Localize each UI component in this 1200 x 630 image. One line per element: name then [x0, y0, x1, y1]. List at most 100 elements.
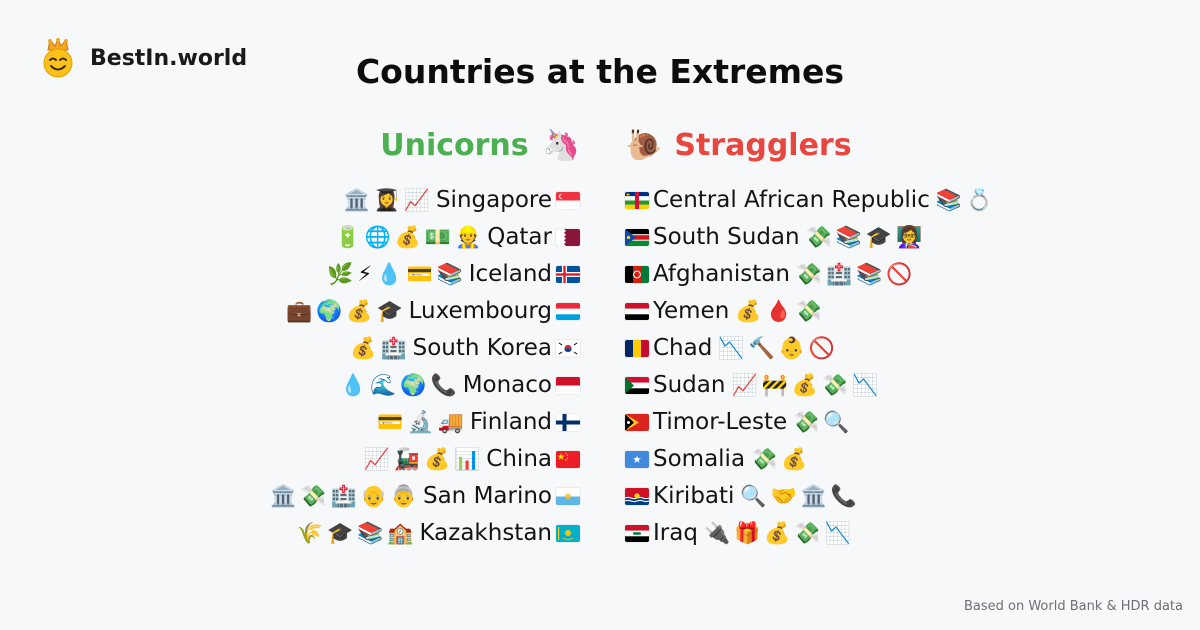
- country-row[interactable]: 💧 🌊 🌍 📞 Monaco: [40, 367, 580, 404]
- country-row[interactable]: 🏛️ 👩‍🎓 📈 Singapore: [40, 182, 580, 219]
- country-name[interactable]: Sudan: [653, 372, 726, 398]
- country-row[interactable]: 🌾 🎓 📚 🏫 Kazakhstan: [40, 515, 580, 552]
- indicator-emoji-icon: 🎓: [327, 521, 354, 545]
- indicator-emoji-icon: 💰: [764, 521, 791, 545]
- indicator-emoji-icon: 💸: [794, 521, 821, 545]
- country-name[interactable]: Afghanistan: [653, 261, 790, 287]
- unicorns-heading: Unicorns 🦄: [40, 124, 580, 168]
- country-name[interactable]: Iceland: [468, 261, 552, 287]
- sd-flag-icon: [625, 377, 649, 394]
- country-row[interactable]: Afghanistan 💸 🏥 📚 🚫: [625, 256, 1165, 293]
- country-name[interactable]: Luxembourg: [408, 298, 552, 324]
- country-row[interactable]: Sudan 📈 🚧 💰 💸 📉: [625, 367, 1165, 404]
- country-name[interactable]: San Marino: [422, 483, 552, 509]
- ki-flag-icon: [625, 488, 649, 505]
- unicorns-heading-label: Unicorns: [380, 128, 529, 163]
- country-row[interactable]: 💳 🔬 🚚 Finland: [40, 404, 580, 441]
- country-name[interactable]: Chad: [653, 335, 713, 361]
- indicator-emoji-icon: 💰: [791, 373, 818, 397]
- indicator-emoji-icon: 📚: [835, 225, 862, 249]
- indicator-emoji-icon: 🩸: [765, 299, 792, 323]
- snail-icon: 🐌: [625, 128, 663, 163]
- country-row[interactable]: 🌿 ⚡ 💧 💳 📚 Iceland: [40, 256, 580, 293]
- indicator-emoji-icon: 🚫: [808, 336, 835, 360]
- page-title: Countries at the Extremes: [355, 52, 845, 91]
- country-row[interactable]: 🔋 🌐 💰 💵 👷 Qatar: [40, 219, 580, 256]
- indicator-emoji-icon: 💸: [821, 373, 849, 397]
- country-name[interactable]: Monaco: [462, 372, 552, 398]
- indicator-emoji-icon: 🌊: [370, 373, 397, 397]
- cf-flag-icon: [625, 192, 649, 209]
- indicator-emoji-icon: 🎓: [865, 225, 893, 249]
- qa-flag-icon: [556, 229, 580, 246]
- country-name[interactable]: South Korea: [412, 335, 552, 361]
- country-row[interactable]: Somalia 💸 💰: [625, 441, 1165, 478]
- indicator-emoji-icon: 📚: [436, 262, 463, 286]
- stragglers-list: Central African Republic 📚 💍 South Sudan 💸 📚 🎓…: [625, 182, 1165, 552]
- brand-name[interactable]: BestIn.world: [90, 45, 248, 71]
- indicator-emoji-icon: 📊: [454, 447, 481, 471]
- indicator-emoji-icon: 💰: [781, 447, 808, 471]
- mc-flag-icon: [556, 377, 580, 394]
- indicator-emoji-icon: 🔌: [703, 521, 731, 545]
- indicator-emoji-icon: 💍: [966, 188, 993, 212]
- country-row[interactable]: Kiribati 🔍 🤝 🏛️ 📞: [625, 478, 1165, 515]
- country-row[interactable]: 🏛️ 💸 🏥 👴 👵 San Marino: [40, 478, 580, 515]
- indicator-emoji-icon: 💰: [423, 447, 451, 471]
- indicator-emoji-icon: 💧: [340, 373, 367, 397]
- indicator-emoji-icon: 🔋: [334, 225, 361, 249]
- country-name[interactable]: Somalia: [653, 446, 746, 472]
- country-name[interactable]: Yemen: [653, 298, 730, 324]
- td-flag-icon: [625, 340, 649, 357]
- country-name[interactable]: South Sudan: [653, 224, 800, 250]
- indicator-emoji-icon: 👴: [360, 484, 387, 508]
- indicator-emoji-icon: 📉: [718, 336, 745, 360]
- country-row[interactable]: Iraq 🔌 🎁 💰 💸 📉: [625, 515, 1165, 552]
- indicator-emoji-icon: 📈: [731, 373, 758, 397]
- indicator-emoji-icon: 🌿: [327, 262, 354, 286]
- country-row[interactable]: Central African Republic 📚 💍: [625, 182, 1165, 219]
- indicator-emoji-icon: 💸: [751, 447, 778, 471]
- country-name[interactable]: Kiribati: [653, 483, 735, 509]
- country-row[interactable]: South Sudan 💸 📚 🎓 👩‍🏫: [625, 219, 1165, 256]
- indicator-emoji-icon: 🏛️: [343, 188, 370, 212]
- kz-flag-icon: [556, 525, 580, 542]
- country-row[interactable]: Yemen 💰 🩸 💸: [625, 293, 1165, 330]
- so-flag-icon: [625, 451, 649, 468]
- country-row[interactable]: Timor-Leste 💸 🔍: [625, 404, 1165, 441]
- indicator-emoji-icon: 🌾: [296, 521, 324, 545]
- country-row[interactable]: 💼 🌍 💰 🎓 Luxembourg: [40, 293, 580, 330]
- indicator-emoji-icon: 💵: [424, 225, 452, 249]
- brand[interactable]: BestIn.world: [38, 38, 247, 78]
- indicator-emoji-icon: 💸: [795, 299, 822, 323]
- indicator-emoji-icon: 🏥: [826, 262, 853, 286]
- country-row[interactable]: 📈 🚂 💰 📊 China: [40, 441, 580, 478]
- indicator-emoji-icon: 💰: [350, 336, 377, 360]
- indicator-emoji-icon: 👩‍🏫: [896, 225, 923, 249]
- indicator-emoji-icon: 🎓: [376, 299, 403, 323]
- sg-flag-icon: [556, 192, 580, 209]
- fi-flag-icon: [556, 414, 580, 431]
- stragglers-heading: 🐌 Stragglers: [625, 124, 1165, 168]
- country-name[interactable]: Timor-Leste: [653, 409, 788, 435]
- indicator-emoji-icon: 💧: [376, 262, 403, 286]
- kr-flag-icon: [556, 340, 580, 357]
- stragglers-heading-label: Stragglers: [674, 128, 852, 163]
- country-name[interactable]: Kazakhstan: [419, 520, 552, 546]
- indicator-emoji-icon: 👩‍🎓: [373, 188, 400, 212]
- country-name[interactable]: Singapore: [435, 187, 552, 213]
- indicator-emoji-icon: 🏛️: [800, 484, 827, 508]
- country-name[interactable]: China: [486, 446, 552, 472]
- indicator-emoji-icon: 💰: [346, 299, 373, 323]
- country-name[interactable]: Finland: [469, 409, 552, 435]
- country-name[interactable]: Central African Republic: [653, 187, 930, 213]
- country-row[interactable]: 💰 🏥 South Korea: [40, 330, 580, 367]
- indicator-emoji-icon: 💰: [735, 299, 762, 323]
- country-row[interactable]: Chad 📉 🔨 👶 🚫: [625, 330, 1165, 367]
- indicator-emoji-icon: 📚: [357, 521, 384, 545]
- unicorns-column: Unicorns 🦄 🏛️ 👩‍🎓 📈 Singapore 🔋 🌐 💰 💵 👷 Qatar 🌿 ⚡ 💧 💳 📚…: [40, 124, 580, 552]
- source-note: Based on World Bank & HDR data: [963, 599, 1183, 614]
- country-name[interactable]: Iraq: [653, 520, 698, 546]
- iq-flag-icon: [625, 525, 649, 542]
- country-name[interactable]: Qatar: [487, 224, 552, 250]
